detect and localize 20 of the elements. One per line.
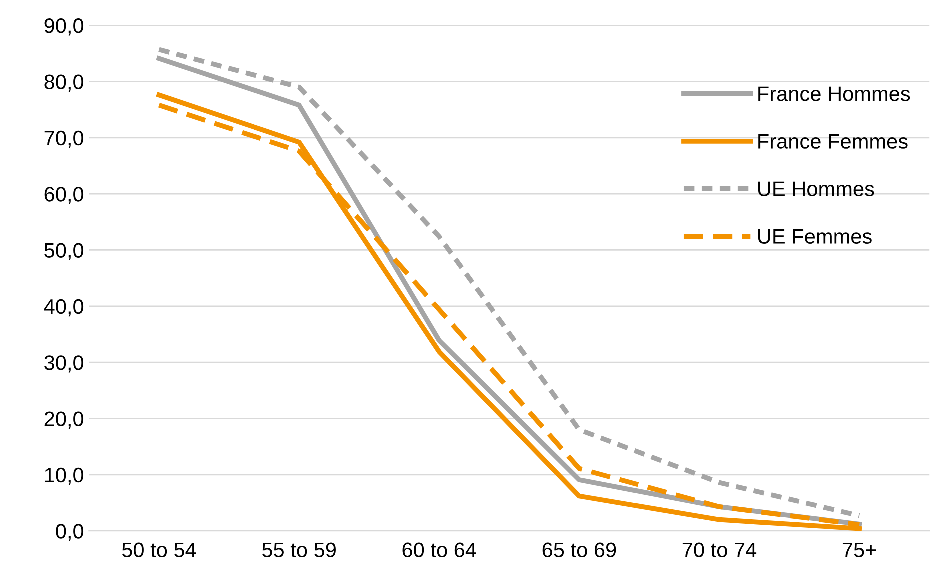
y-tick-label: 80,0: [44, 74, 84, 92]
legend-label: UE Femmes: [758, 229, 872, 244]
x-tick-label: 65 to 69: [542, 542, 616, 558]
y-tick-label: 50,0: [44, 243, 84, 260]
legend-label: France Hommes: [758, 86, 910, 102]
x-tick-label: 75+: [842, 542, 876, 558]
legend-label: France Femmes: [758, 134, 908, 149]
x-tick-label: 60 to 64: [402, 542, 476, 558]
y-tick-label: 60,0: [44, 187, 84, 204]
y-tick-label: 70,0: [44, 130, 84, 148]
y-tick-label: 20,0: [44, 412, 84, 429]
y-tick-label: 90,0: [44, 18, 84, 36]
y-tick-label: 30,0: [44, 356, 84, 373]
y-tick-label: 0,0: [56, 524, 84, 542]
y-tick-label: 40,0: [44, 299, 84, 317]
x-tick-label: 70 to 74: [682, 542, 757, 558]
x-tick-label: 50 to 54: [122, 542, 196, 558]
legend-label: UE Hommes: [758, 182, 874, 196]
y-tick-label: 10,0: [45, 468, 84, 486]
x-tick-label: 55 to 59: [262, 542, 336, 558]
